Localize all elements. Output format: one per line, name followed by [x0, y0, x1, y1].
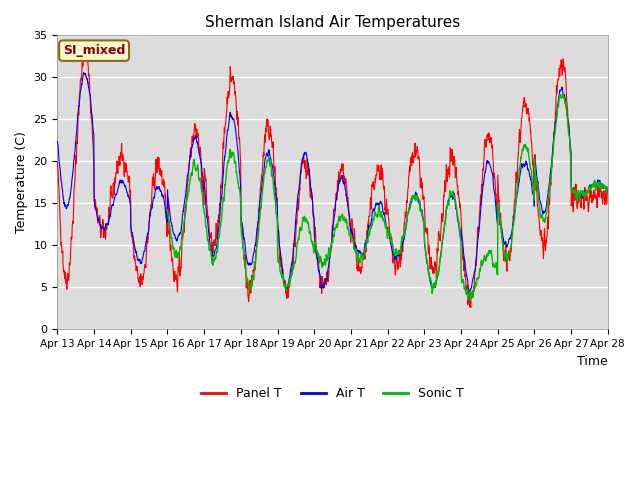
Legend: Panel T, Air T, Sonic T: Panel T, Air T, Sonic T — [196, 383, 469, 406]
Text: SI_mixed: SI_mixed — [63, 44, 125, 57]
X-axis label: Time: Time — [577, 355, 608, 368]
Y-axis label: Temperature (C): Temperature (C) — [15, 132, 28, 233]
Title: Sherman Island Air Temperatures: Sherman Island Air Temperatures — [205, 15, 460, 30]
